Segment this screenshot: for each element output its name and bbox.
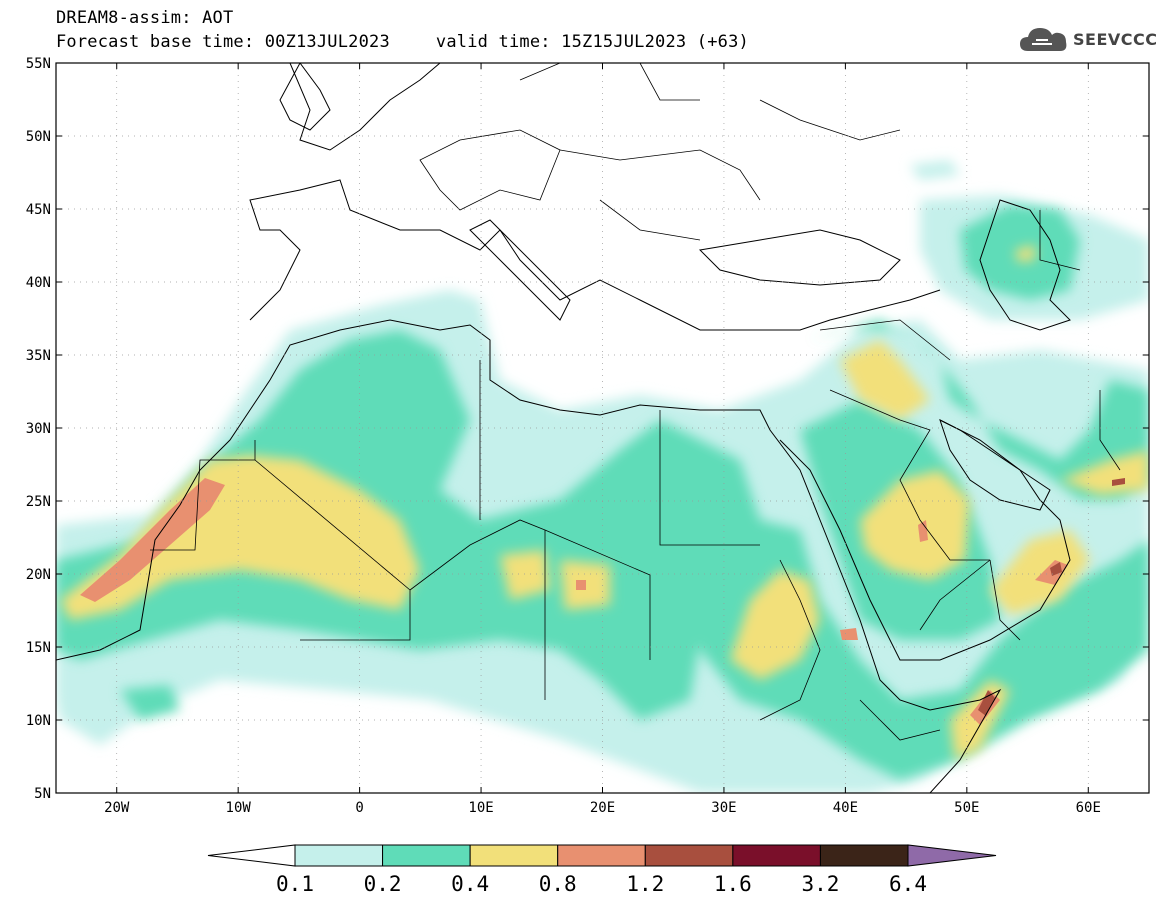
border [254,459,411,641]
border [1099,390,1121,471]
aot-field-low [910,160,960,180]
aot-field-very-high [80,478,225,602]
aot-field-high [1060,450,1149,495]
lat-tick-label: 35N [26,348,51,364]
aot-field-moderate [120,685,180,720]
lon-tick-label: 10E [468,800,493,816]
border [150,440,256,551]
border [759,99,901,141]
aot-field-high [1015,245,1035,262]
lon-tick-label: 10W [226,800,252,816]
aot-field-high [990,530,1090,615]
aot-field-very-high [576,580,586,590]
axis-labels: 20W 10W 0 10E 20E 30E 40E 50E 60E 5N 10N 15N 20N 25N 3… [26,56,1149,816]
lat-tick-label: 15N [26,640,51,656]
colorbar-label: 3.2 [801,872,839,896]
coastline-europe [249,179,941,331]
colorbar-over-arrow [907,844,997,867]
coastlines [56,63,1071,793]
border [419,129,561,211]
coastline-black-sea [698,229,901,286]
colorbar-label: 0.2 [364,872,402,896]
colorbar-bin [644,844,734,867]
colorbar-bin [469,844,559,867]
aot-field-high [840,340,930,420]
lon-tick-label: 0 [355,800,363,816]
colorbar-bin [819,844,909,867]
border [559,149,761,201]
aot-field-moderate [56,330,760,720]
border [519,63,561,81]
border [859,699,941,741]
lat-tick-label: 50N [26,129,51,145]
colorbar-label: 1.2 [626,872,664,896]
border [599,199,701,241]
aot-field-very-high [840,628,858,640]
lat-tick-label: 5N [34,786,51,802]
coastline-caspian [979,199,1071,331]
aot-field-extreme [1112,478,1125,486]
aot-field-high [730,570,820,680]
border [829,389,990,561]
coastline-gulf [939,419,1051,511]
colorbar-bin [382,844,471,867]
colorbar-label: 0.1 [276,872,314,896]
colorbar-label: 6.4 [889,872,927,896]
coastline-africa [56,319,1002,793]
lon-tick-label: 50E [954,800,979,816]
borders [150,63,1121,741]
lon-tick-label: 40E [833,800,858,816]
colorbar-bin [557,844,646,867]
lat-tick-label: 20N [26,567,51,583]
seevccc-logo: SEEVCCC [1018,24,1158,54]
base-time: Forecast base time: 00Z13JUL2023 [56,32,390,52]
forecast-times: Forecast base time: 00Z13JUL2023 valid ti… [56,32,749,52]
aot-field-extreme [1050,562,1062,576]
border [409,519,651,660]
coastline-north [289,63,441,151]
coastline-arabia [779,419,1071,661]
colorbar-label: 0.4 [451,872,489,896]
valid-time: valid time: 15Z15JUL2023 (+63) [435,32,749,52]
aot-field-high [60,455,420,620]
aot-field-moderate [700,520,1149,780]
lon-tick-label: 20E [590,800,615,816]
lon-tick-label: 30E [711,800,736,816]
coastline-italy [469,219,571,321]
colorbar-label: 1.6 [714,872,752,896]
colorbar-bin [294,844,384,867]
aot-field-extreme [978,690,995,716]
border [919,559,991,631]
lon-tick-label: 60E [1076,800,1101,816]
lat-tick-label: 25N [26,494,51,510]
aot-field-high [500,550,550,600]
map-title: DREAM8-assim: AOT [56,8,234,28]
colorbar-label: 0.8 [539,872,577,896]
border [759,559,821,721]
logo-text: SEEVCCC [1073,29,1158,49]
lat-tick-label: 30N [26,421,51,437]
lat-tick-label: 40N [26,275,51,291]
aot-field-very-high [918,520,928,542]
colorbar: 0.1 0.2 0.4 0.8 1.2 1.6 3.2 6.4 [207,844,997,896]
cloud-icon [1020,28,1067,51]
coastline-uk [279,63,331,131]
lon-tick-label: 20W [104,800,130,816]
lat-tick-label: 55N [26,56,51,72]
aot-field-high [860,470,970,580]
colorbar-bin [732,844,821,867]
lat-tick-label: 10N [26,713,51,729]
colorbar-under-arrow [207,844,296,867]
border [639,63,700,101]
border [659,410,760,546]
lat-tick-label: 45N [26,202,51,218]
border [819,319,951,361]
border [989,559,1021,641]
border [1039,210,1081,271]
